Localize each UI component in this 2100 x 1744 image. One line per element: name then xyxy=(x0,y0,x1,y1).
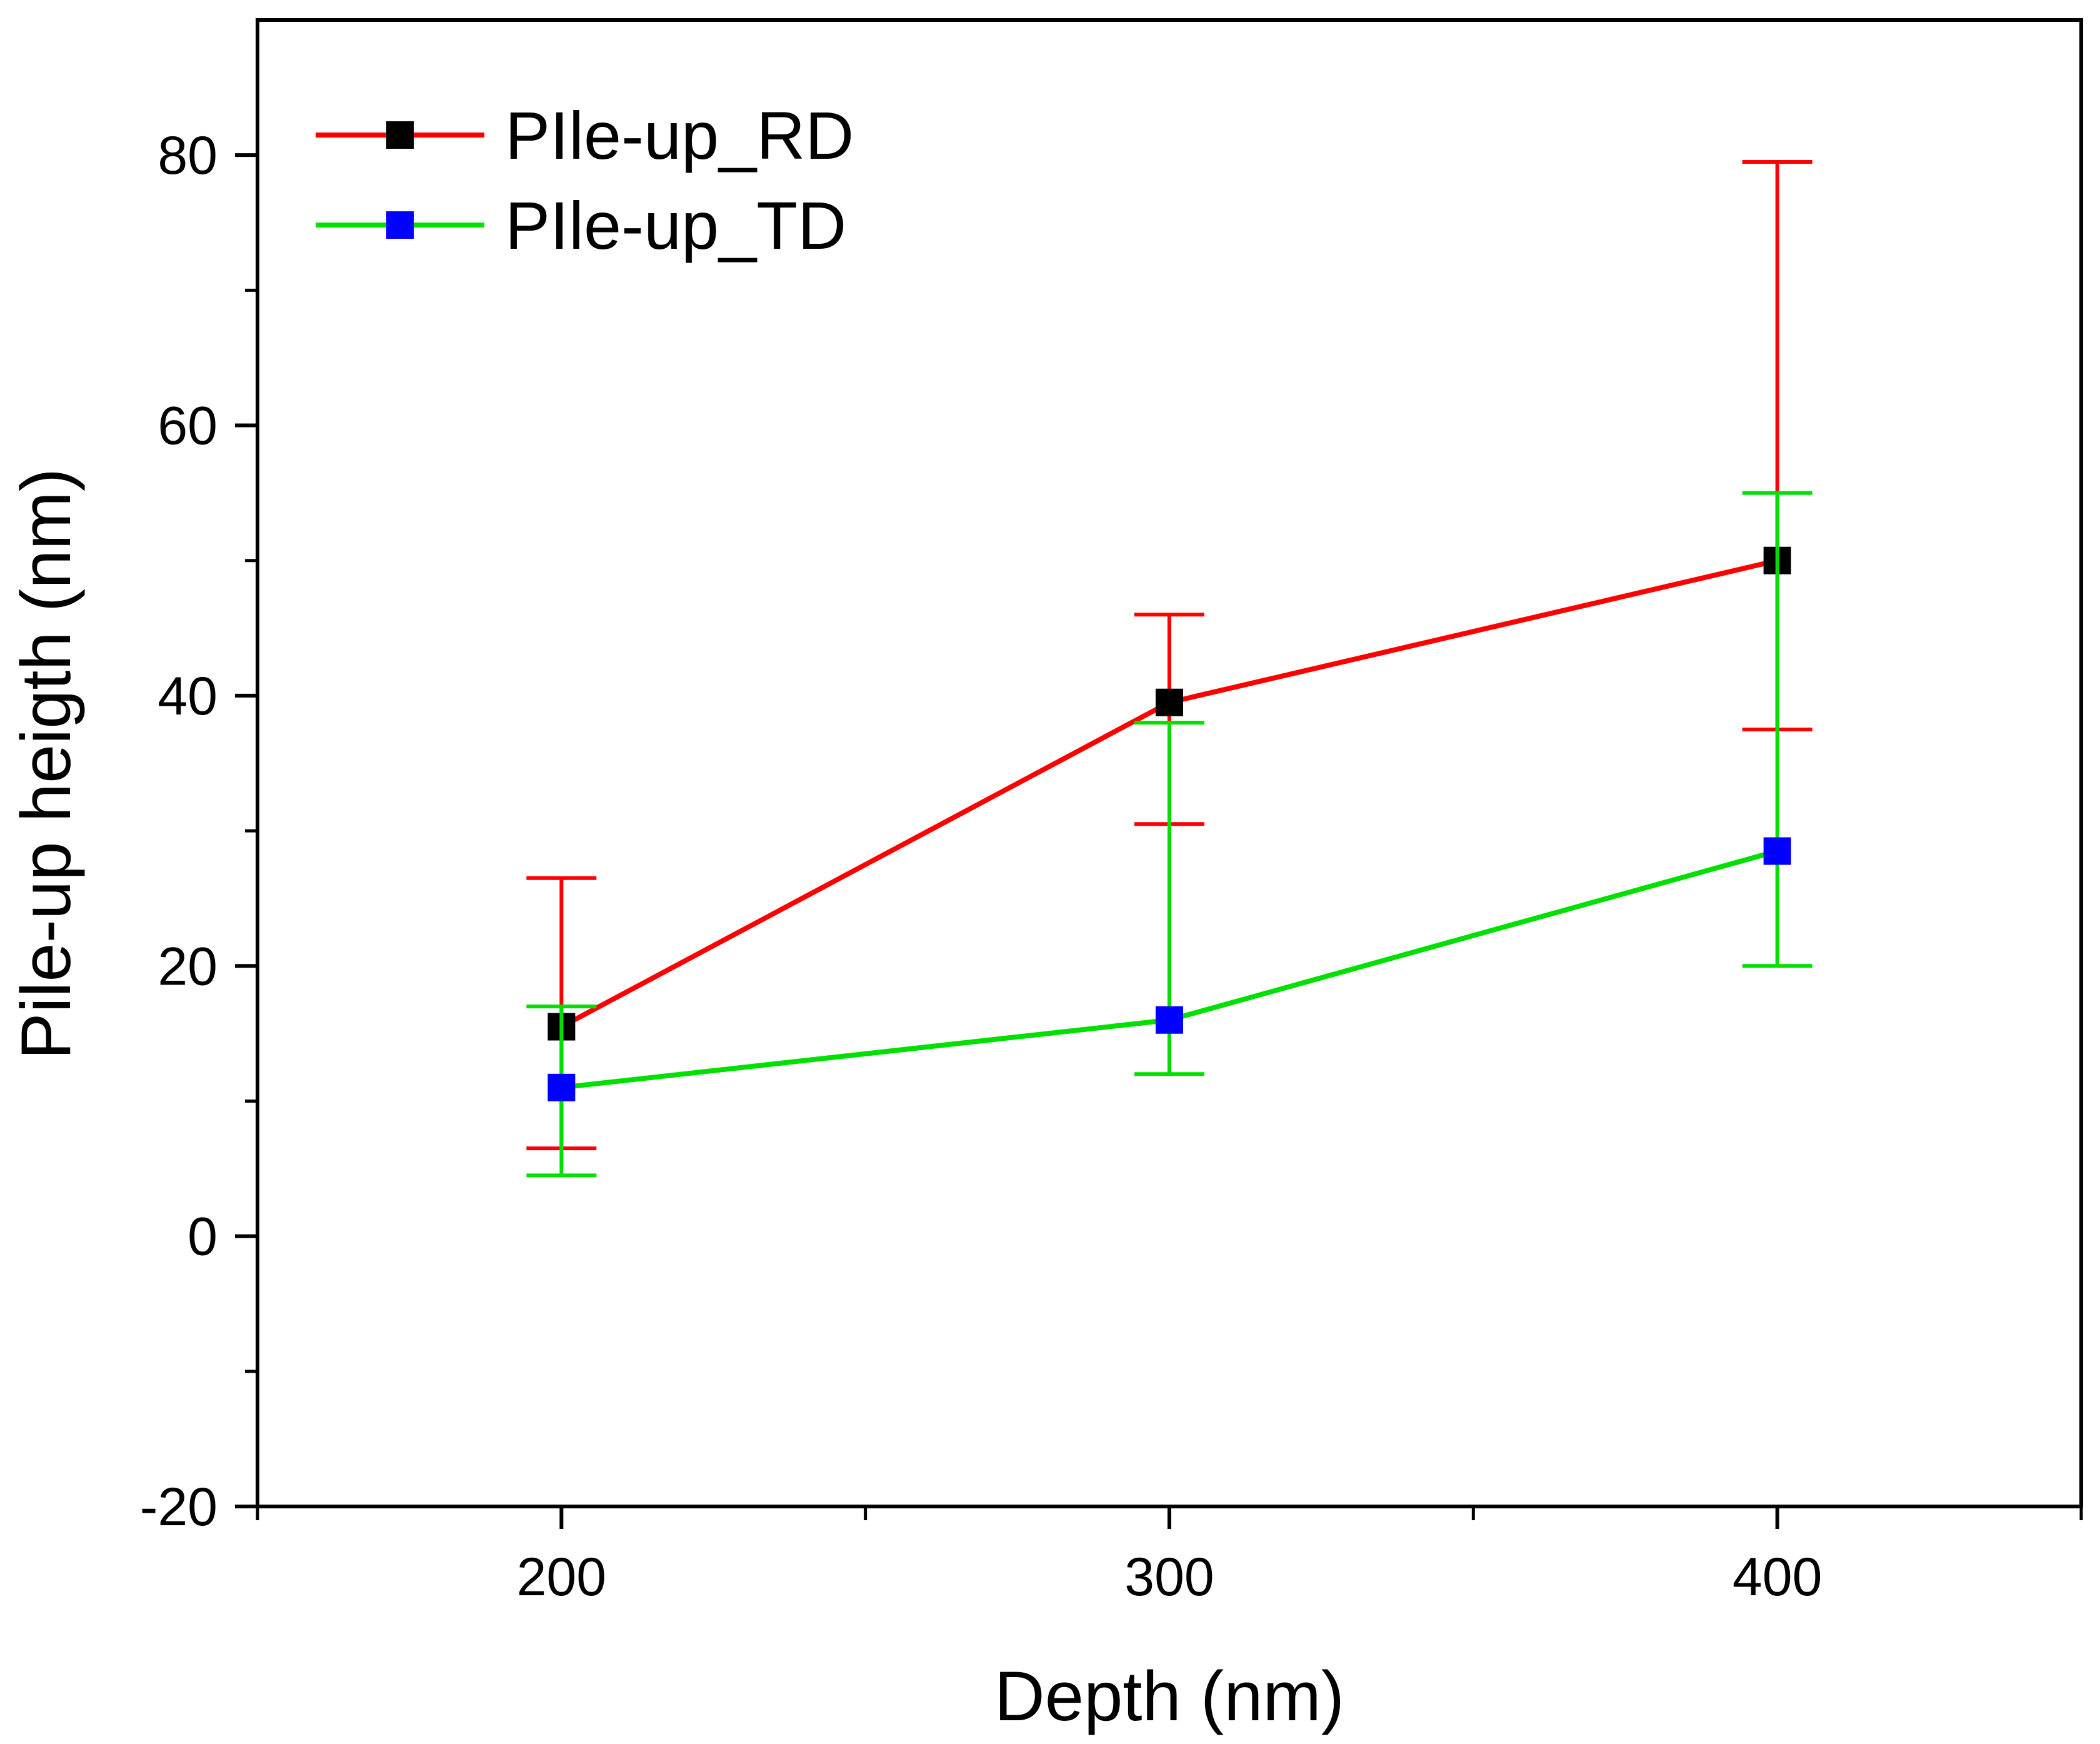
y-tick-label: 40 xyxy=(158,666,218,726)
x-axis-title: Depth (nm) xyxy=(994,1657,1344,1735)
x-tick-label: 200 xyxy=(517,1547,607,1607)
series-1-marker xyxy=(1156,688,1183,716)
x-axis: 200 300 400 xyxy=(256,1506,2083,1607)
legend-series-1-marker xyxy=(386,121,414,149)
x-tick-label: 400 xyxy=(1732,1547,1822,1607)
y-tick-label: -20 xyxy=(140,1477,218,1537)
y-axis-title: Pile-up heigth (nm) xyxy=(7,468,85,1060)
y-axis: -20 0 20 40 60 80 xyxy=(140,126,258,1537)
y-tick-label: 80 xyxy=(158,126,218,186)
series-layer xyxy=(526,159,1812,1178)
series-2-marker xyxy=(548,1073,576,1101)
y-tick-label: 60 xyxy=(158,396,218,456)
series-2-marker xyxy=(1156,1006,1183,1034)
legend-series-1-label: PIle-up_RD xyxy=(505,98,854,173)
legend: PIle-up_RD PIle-up_TD xyxy=(316,98,854,263)
x-tick-label: 300 xyxy=(1124,1547,1214,1607)
y-tick-label: 0 xyxy=(188,1207,218,1267)
series-2-marker xyxy=(1763,837,1791,865)
y-tick-label: 20 xyxy=(158,936,218,996)
legend-series-2-label: PIle-up_TD xyxy=(505,188,846,263)
legend-series-2-marker xyxy=(386,211,414,239)
series-2 xyxy=(526,491,1812,1178)
